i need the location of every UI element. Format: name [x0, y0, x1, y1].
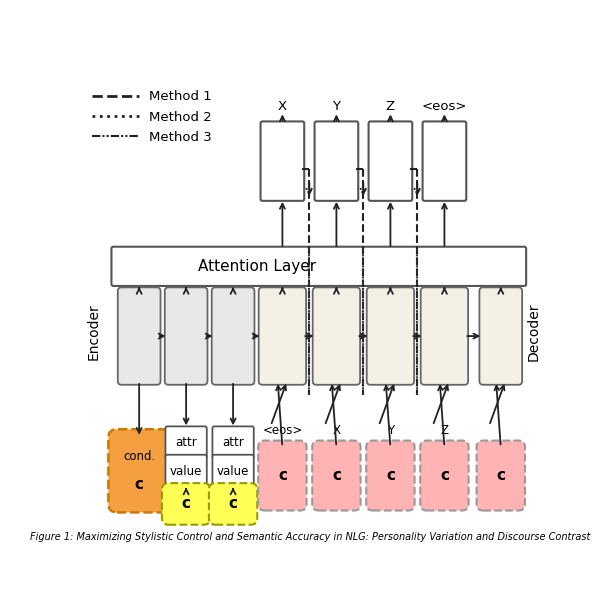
FancyBboxPatch shape: [162, 483, 210, 525]
Text: cond.: cond.: [123, 449, 155, 462]
Text: value: value: [217, 465, 249, 478]
Text: Figure 1: Maximizing Stylistic Control and Semantic Accuracy in NLG: Personality: Figure 1: Maximizing Stylistic Control a…: [30, 532, 591, 542]
Text: Y: Y: [333, 100, 341, 113]
Text: c: c: [440, 468, 449, 483]
Text: X: X: [278, 100, 287, 113]
Legend: Method 1, Method 2, Method 3: Method 1, Method 2, Method 3: [87, 85, 217, 149]
Text: c: c: [228, 496, 238, 511]
Text: attr: attr: [222, 436, 244, 449]
Text: <eos>: <eos>: [262, 424, 302, 437]
FancyBboxPatch shape: [420, 441, 468, 510]
Text: c: c: [182, 496, 191, 511]
Text: Z: Z: [441, 424, 448, 437]
Text: c: c: [278, 468, 287, 483]
FancyBboxPatch shape: [259, 287, 306, 385]
FancyBboxPatch shape: [422, 122, 466, 201]
FancyBboxPatch shape: [165, 287, 207, 385]
FancyBboxPatch shape: [108, 429, 170, 513]
FancyBboxPatch shape: [421, 287, 468, 385]
Text: c: c: [135, 477, 144, 492]
Text: Y: Y: [387, 424, 394, 437]
Text: <eos>: <eos>: [422, 100, 467, 113]
Text: c: c: [496, 468, 505, 483]
Text: value: value: [170, 465, 202, 478]
FancyBboxPatch shape: [213, 455, 254, 489]
FancyBboxPatch shape: [165, 426, 207, 459]
Text: attr: attr: [175, 436, 197, 449]
FancyBboxPatch shape: [312, 441, 361, 510]
Text: X: X: [333, 424, 341, 437]
FancyBboxPatch shape: [209, 483, 258, 525]
Text: Attention Layer: Attention Layer: [198, 259, 316, 274]
FancyBboxPatch shape: [368, 122, 412, 201]
FancyBboxPatch shape: [313, 287, 360, 385]
FancyBboxPatch shape: [213, 426, 254, 459]
FancyBboxPatch shape: [118, 287, 161, 385]
Text: Decoder: Decoder: [527, 302, 541, 360]
FancyBboxPatch shape: [261, 122, 304, 201]
FancyBboxPatch shape: [315, 122, 358, 201]
Text: Encoder: Encoder: [87, 303, 101, 360]
FancyBboxPatch shape: [112, 247, 526, 286]
FancyBboxPatch shape: [211, 287, 255, 385]
FancyBboxPatch shape: [366, 441, 415, 510]
FancyBboxPatch shape: [479, 287, 522, 385]
FancyBboxPatch shape: [258, 441, 307, 510]
FancyBboxPatch shape: [367, 287, 414, 385]
FancyBboxPatch shape: [476, 441, 525, 510]
Text: c: c: [332, 468, 341, 483]
FancyBboxPatch shape: [165, 455, 207, 489]
Text: Z: Z: [386, 100, 395, 113]
Text: c: c: [386, 468, 395, 483]
